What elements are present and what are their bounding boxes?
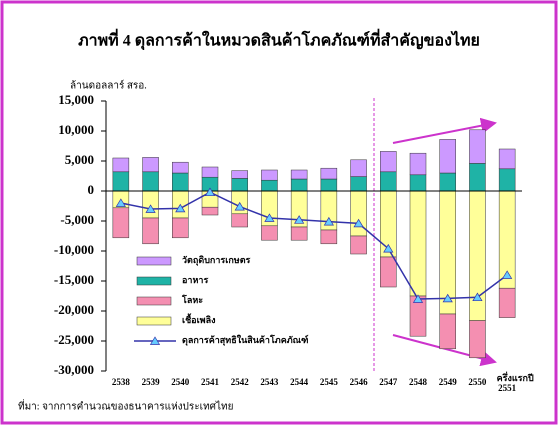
bar — [350, 190, 367, 237]
legend-label: ดุลการค้าสุทธิในสินค้าโภคภัณฑ์ — [182, 334, 309, 346]
x-tick-label: 2546 — [350, 377, 369, 387]
x-tick-label: ครึ่งแรกปี 2551 — [497, 371, 534, 393]
source: ที่มา: จากการคำนวณของธนาคารแห่งประเทศไทย — [18, 398, 233, 412]
y-tick-label: 5,000 — [65, 152, 94, 167]
bar — [172, 172, 189, 192]
bar — [320, 229, 338, 245]
y-tick-label: -25,000 — [54, 332, 94, 347]
bar — [439, 172, 456, 192]
y-tick-label: -30,000 — [54, 362, 94, 377]
bar — [201, 206, 219, 216]
marker — [175, 203, 186, 213]
marker — [234, 201, 245, 211]
marker — [115, 198, 126, 207]
marker — [264, 213, 275, 222]
bar — [231, 213, 248, 228]
legend-label: เชื้อเพลิง — [182, 313, 216, 325]
marker — [145, 204, 156, 213]
bar — [112, 207, 130, 239]
chart-title: ภาพที่ 4 ดุลการค้าในหมวดสินค้าโภคภัณฑ์ที… — [78, 29, 480, 51]
bar — [498, 287, 516, 318]
y-tick-label: -10,000 — [54, 242, 94, 257]
y-tick-label: 15,000 — [58, 92, 94, 107]
legend-swatch — [136, 296, 172, 306]
y-tick-label: -20,000 — [54, 302, 94, 317]
bar — [469, 163, 486, 192]
x-tick-label: 2544 — [290, 377, 309, 387]
y-tick-label: -5,000 — [60, 212, 94, 227]
marker — [383, 243, 394, 253]
bar — [142, 171, 159, 192]
legend-swatch — [136, 276, 172, 286]
bar — [469, 190, 486, 321]
x-tick-label: 2541 — [201, 377, 220, 387]
x-tick-label: 2550 — [468, 377, 487, 387]
marker — [353, 218, 364, 228]
trend-arrow — [392, 117, 497, 144]
x-tick-label: 2548 — [409, 377, 428, 387]
line — [120, 191, 508, 300]
bar — [380, 171, 397, 192]
marker — [204, 187, 216, 197]
bar — [290, 178, 308, 192]
marker — [412, 294, 424, 303]
bar — [231, 178, 248, 192]
legend-marker — [149, 336, 161, 345]
marker — [323, 216, 334, 226]
bar — [409, 174, 427, 192]
x-tick-label: 2545 — [320, 377, 339, 387]
bar — [261, 179, 278, 192]
x-tick-label: 2542 — [231, 377, 250, 387]
x-tick-label: 2540 — [171, 377, 190, 387]
bar — [231, 170, 248, 179]
bar — [380, 256, 397, 288]
marker — [442, 293, 453, 303]
bar — [290, 169, 308, 180]
bar — [439, 313, 456, 350]
bar — [409, 190, 427, 297]
bar — [261, 225, 278, 241]
x-tick-label: 2543 — [260, 377, 279, 387]
x-tick-label: 2547 — [379, 377, 398, 387]
bar — [172, 161, 189, 174]
bar — [320, 178, 338, 192]
bar — [409, 152, 427, 176]
x-tick-label-line: 2551 — [498, 383, 517, 393]
bar — [142, 217, 159, 245]
legend-swatch — [136, 316, 172, 326]
marker — [472, 292, 483, 302]
bar — [350, 235, 367, 255]
bar — [439, 139, 456, 174]
y-tick-label: 10,000 — [58, 122, 94, 137]
marker — [502, 270, 513, 279]
y-tick-label: -15,000 — [54, 272, 94, 287]
bar — [112, 171, 130, 192]
bar — [201, 166, 219, 178]
legend-label: อาหาร — [182, 275, 208, 285]
x-tick-label: 2538 — [112, 377, 131, 387]
legend-label: โลหะ — [181, 294, 203, 305]
bar — [142, 157, 159, 173]
bar — [350, 176, 367, 192]
x-tick-label-line: ครึ่งแรกปี — [497, 371, 534, 383]
bar — [469, 320, 486, 359]
x-tick-label: 2539 — [142, 377, 161, 387]
legend-label: วัตถุดิบการเกษตร — [182, 255, 251, 266]
legend-swatch — [136, 256, 172, 266]
bar — [112, 157, 130, 173]
bar — [320, 167, 338, 180]
bar — [380, 151, 397, 173]
marker — [294, 215, 305, 224]
bar — [172, 217, 189, 239]
bar — [498, 148, 516, 170]
bar — [290, 226, 308, 241]
x-tick-label: 2549 — [439, 377, 458, 387]
bar — [350, 159, 367, 177]
bar — [498, 168, 516, 192]
y-tick-label: 0 — [88, 182, 95, 197]
y-axis-label: ล้านดอลลาร์ สรอ. — [70, 79, 147, 91]
bar — [261, 169, 278, 181]
bar — [469, 129, 486, 164]
